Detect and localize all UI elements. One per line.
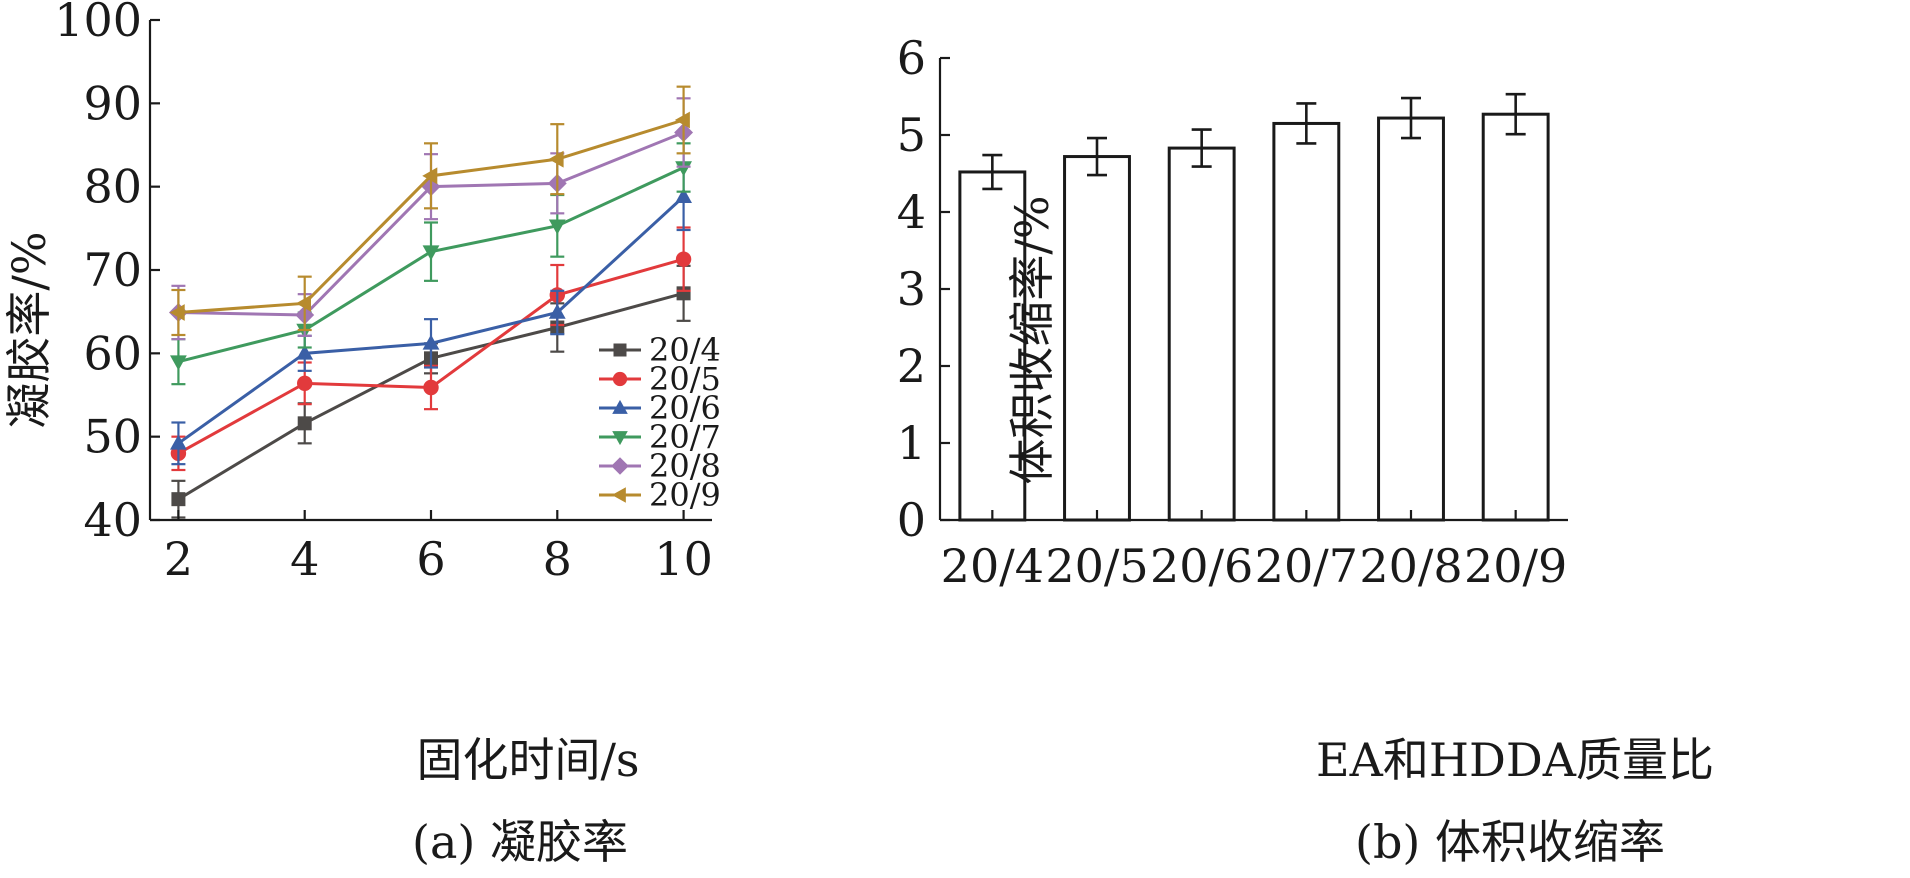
legend-label: 20/7: [649, 418, 721, 456]
legend-marker: [613, 343, 627, 357]
y-tick-label: 4: [897, 185, 926, 239]
legend-item: 20/6: [599, 389, 721, 427]
data-point: [169, 304, 185, 321]
y-tick-label: 6: [897, 31, 926, 85]
y-tick-label: 50: [83, 410, 142, 464]
y-tick-label: 1: [897, 416, 926, 470]
legend-marker: [611, 487, 626, 503]
legend-item: 20/8: [599, 447, 721, 485]
x-axis-label: 固化时间/s: [416, 733, 639, 787]
y-tick-label: 60: [83, 326, 142, 380]
legend-marker: [611, 457, 629, 475]
series-20-8: [168, 97, 694, 341]
data-point: [295, 294, 312, 312]
data-point: [296, 344, 314, 360]
bar: [958, 170, 1027, 522]
y-axis-label: 体积收缩率/%: [1005, 195, 1059, 484]
data-point: [548, 150, 564, 168]
y-tick-label: 2: [897, 339, 926, 393]
legend-item: 20/4: [599, 331, 721, 369]
y-tick-label: 3: [897, 262, 926, 316]
legend-item: 20/9: [599, 476, 721, 514]
data-point: [171, 492, 186, 507]
bar: [1481, 112, 1550, 522]
x-tick-label: 20/9: [1464, 539, 1567, 593]
data-point: [297, 416, 312, 431]
panel-caption: (b) 体积收缩率: [1355, 815, 1665, 869]
legend-marker: [612, 399, 628, 414]
x-tick-label: 4: [290, 532, 319, 586]
legend-item: 20/7: [599, 418, 721, 456]
series-20-9: [169, 85, 691, 337]
x-tick-label: 20/7: [1255, 539, 1358, 593]
x-tick-label: 10: [654, 532, 713, 586]
data-point: [422, 245, 440, 261]
legend-item: 20/5: [599, 360, 721, 398]
y-tick-label: 80: [83, 160, 142, 214]
y-tick-label: 100: [54, 0, 142, 47]
panel-caption: (a) 凝胶率: [412, 815, 628, 869]
data-point: [423, 379, 439, 396]
bar: [1167, 146, 1236, 522]
y-tick-label: 0: [897, 493, 926, 547]
legend-label: 20/5: [649, 360, 721, 398]
x-tick-label: 8: [543, 532, 572, 586]
bar: [1272, 121, 1341, 522]
data-point: [674, 111, 690, 129]
legend-label: 20/8: [649, 447, 721, 485]
data-point: [297, 375, 313, 392]
data-point: [548, 303, 566, 319]
y-axis-label: 凝胶率/%: [2, 231, 56, 428]
series-20-6: [170, 162, 692, 466]
data-point: [422, 167, 438, 185]
legend: 20/420/520/620/720/820/9: [599, 331, 721, 514]
legend-marker: [612, 371, 628, 387]
x-tick-label: 20/5: [1045, 539, 1148, 593]
data-point: [675, 187, 692, 203]
x-tick-label: 20/4: [941, 539, 1044, 593]
data-point: [422, 334, 440, 350]
x-tick-label: 6: [416, 532, 445, 586]
bar-chart-panel: 0 1 2 3 4 5 6 20/4 20/5 20/6 20/7 20/8 20/9 EA和HDDA质…: [897, 31, 1714, 869]
legend-marker: [612, 431, 628, 446]
data-point: [170, 355, 187, 371]
legend-label: 20/6: [649, 389, 721, 427]
legend-label: 20/4: [649, 331, 721, 369]
data-point: [675, 251, 692, 267]
x-axis-label: EA和HDDA质量比: [1316, 733, 1714, 787]
legend-label: 20/9: [649, 476, 721, 514]
x-tick-label: 2: [164, 532, 193, 586]
y-tick-label: 40: [83, 493, 142, 547]
x-tick-label: 20/8: [1359, 539, 1462, 593]
data-point: [170, 434, 187, 450]
data-point: [675, 161, 692, 177]
data-point: [548, 219, 566, 235]
x-tick-label: 20/6: [1150, 539, 1253, 593]
y-tick-label: 70: [83, 243, 142, 297]
bar: [1063, 155, 1131, 522]
y-tick-label: 5: [897, 108, 926, 162]
y-tick-label: 90: [83, 76, 142, 130]
bar: [1377, 116, 1445, 522]
